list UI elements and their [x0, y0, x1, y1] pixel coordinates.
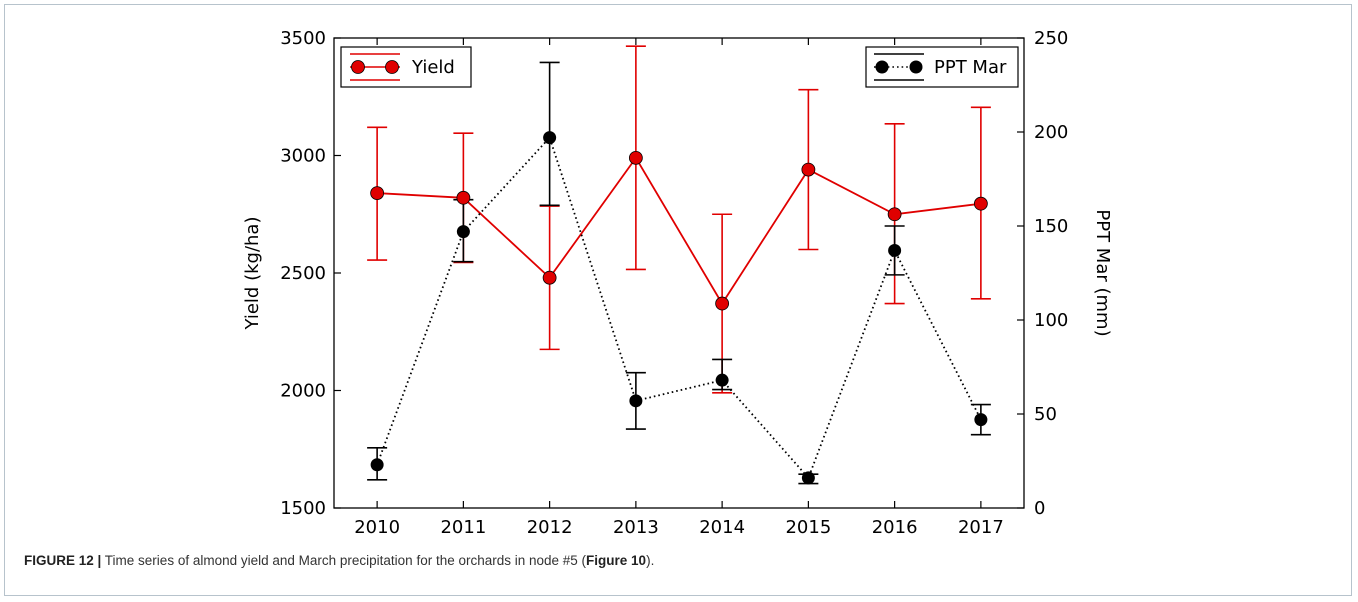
plot-area — [333, 37, 1025, 509]
axis-ticks: 2010 2011 2012 2013 2014 2015 2016 201715002000… — [280, 28, 1068, 538]
x-tick-label: 2010 — [354, 517, 400, 538]
yield-data-point — [887, 207, 902, 222]
yield-data-point — [715, 296, 730, 311]
yield-data-point — [973, 196, 988, 211]
x-tick-label: 2015 — [785, 517, 831, 538]
ppt-data-point — [456, 225, 470, 239]
caption-figure-ref[interactable]: Figure 10 — [586, 553, 647, 568]
series-lines — [376, 135, 982, 480]
y2-tick-label: 50 — [1034, 404, 1057, 425]
y2-tick-label: 100 — [1034, 310, 1068, 331]
x-tick-label: 2013 — [613, 517, 659, 538]
legend-ppt-marker — [909, 60, 923, 74]
y-tick-label: 1500 — [280, 498, 326, 519]
ppt-data-point — [543, 131, 557, 145]
data-points — [370, 131, 988, 485]
yield-data-point — [370, 186, 385, 201]
legend-yield-label: Yield — [411, 57, 455, 78]
ppt-data-point — [370, 458, 384, 472]
error-bars — [367, 45, 991, 485]
y2-tick-label: 0 — [1034, 498, 1045, 519]
x-tick-label: 2017 — [958, 517, 1004, 538]
legend-ppt: PPT Mar — [865, 46, 1019, 88]
figure-frame — [4, 4, 1352, 596]
yield-data-point — [628, 150, 643, 165]
x-tick-label: 2016 — [872, 517, 918, 538]
yield-data-point — [456, 190, 471, 205]
y-axis-label: Yield (kg/ha) — [242, 217, 263, 331]
y-tick-label: 2500 — [280, 263, 326, 284]
y2-tick-label: 250 — [1034, 28, 1068, 49]
legend-yield-marker — [385, 60, 399, 74]
yield-data-point — [542, 270, 557, 285]
y-tick-label: 3000 — [280, 146, 326, 167]
legend-ppt-marker — [875, 60, 889, 74]
figure-caption: FIGURE 12 | Time series of almond yield … — [24, 553, 654, 568]
legend-ppt-label: PPT Mar — [934, 57, 1007, 78]
y-tick-label: 3500 — [280, 28, 326, 49]
x-tick-label: 2012 — [527, 517, 573, 538]
ppt-data-point — [974, 413, 988, 427]
ppt-data-point — [715, 373, 729, 387]
y2-axis-label: PPT Mar (mm) — [1092, 209, 1113, 336]
caption-text: Time series of almond yield and March pr… — [101, 553, 587, 568]
chart: 2010 2011 2012 2013 2014 2015 2016 201715002000… — [242, 28, 1113, 538]
x-tick-label: 2011 — [440, 517, 486, 538]
ppt-data-point — [888, 243, 902, 257]
x-tick-label: 2014 — [699, 517, 745, 538]
ppt-series-line — [376, 135, 982, 480]
yield-data-point — [801, 162, 816, 177]
ppt-data-point — [801, 471, 815, 485]
legend-yield: Yield — [340, 46, 472, 88]
caption-text-end: ). — [646, 553, 655, 568]
yield-series-line — [377, 156, 982, 306]
caption-figure-label: FIGURE 12 | — [24, 553, 102, 568]
y2-tick-label: 200 — [1034, 122, 1068, 143]
ppt-data-point — [629, 394, 643, 408]
legend-yield-marker — [351, 60, 365, 74]
y2-tick-label: 150 — [1034, 216, 1068, 237]
y-tick-label: 2000 — [280, 381, 326, 402]
